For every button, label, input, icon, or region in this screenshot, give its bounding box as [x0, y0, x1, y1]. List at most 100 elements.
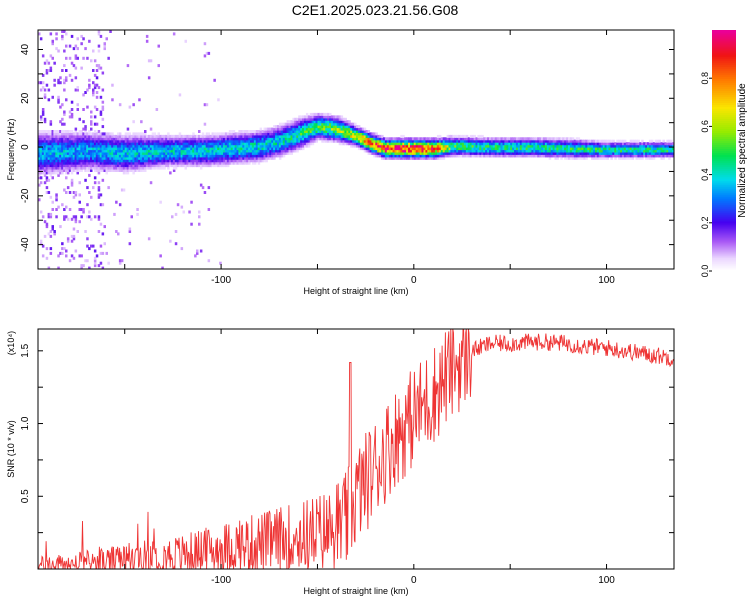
spectrogram-cell — [361, 127, 365, 131]
spectrogram-cell — [255, 130, 259, 133]
spectrogram-cell — [159, 134, 162, 138]
spectrogram-cell — [234, 159, 238, 163]
spectrogram-cell — [74, 215, 78, 219]
spectrogram-cell — [199, 139, 203, 143]
x-tick-label: 0 — [411, 575, 417, 586]
spectrogram-cell — [82, 37, 85, 41]
colorbar-cell — [712, 70, 736, 73]
spectrogram-cell — [248, 161, 251, 165]
spectrogram-cell — [352, 125, 355, 129]
colorbar-cell — [712, 210, 736, 214]
spectrogram-cell — [311, 112, 315, 116]
spectrogram-cell — [446, 154, 450, 158]
spectrogram-cell — [86, 166, 89, 170]
spectrogram-cell — [209, 151, 212, 155]
spectrogram-cell — [142, 166, 145, 170]
spectrogram-cell — [359, 144, 363, 148]
spectrogram-cell — [180, 161, 184, 165]
spectrogram-cell — [332, 132, 336, 136]
spectrogram-cell — [290, 127, 293, 131]
spectrogram-cell — [151, 132, 155, 136]
spectrogram-cell — [348, 132, 351, 136]
spectrogram-cell — [610, 144, 613, 148]
spectrogram-cell — [107, 149, 110, 153]
spectrogram-cell — [483, 149, 486, 153]
spectrogram-cell — [99, 151, 103, 155]
spectrogram-cell — [144, 134, 147, 138]
spectrogram-cell — [136, 159, 139, 163]
spectrogram-cell — [317, 120, 320, 124]
colorbar-cell — [712, 42, 736, 45]
spectrogram-cell — [552, 144, 556, 148]
spectrogram-cell — [406, 154, 409, 158]
spectrogram-cell — [269, 144, 272, 148]
spectrogram-cell — [556, 139, 559, 143]
spectrogram-cell — [267, 130, 270, 133]
spectrogram-cell — [304, 137, 307, 141]
spectrogram-cell — [265, 154, 268, 158]
spectrogram-cell — [194, 161, 197, 165]
spectrogram-cell — [666, 154, 669, 158]
spectrogram-cell — [76, 56, 79, 60]
spectrogram-cell — [45, 132, 49, 136]
spectrogram-cell — [423, 139, 426, 143]
spectrogram-cell — [575, 156, 579, 160]
spectrogram-cell — [627, 156, 631, 160]
spectrogram-cell — [159, 149, 162, 153]
spectrogram-cell — [167, 151, 170, 155]
spectrogram-cell — [184, 144, 187, 148]
spectrogram-cell — [436, 147, 440, 151]
spectrogram-cell — [93, 181, 97, 185]
spectrogram-cell — [213, 159, 216, 163]
spectrogram-cell — [63, 142, 66, 146]
spectrogram-cell — [631, 151, 635, 155]
spectrogram-cell — [66, 132, 70, 136]
spectrogram-cell — [169, 142, 172, 146]
spectrogram-cell — [128, 137, 132, 141]
spectrogram-cell — [290, 130, 293, 133]
spectrogram-cell — [43, 234, 47, 238]
spectrogram-cell — [668, 156, 671, 160]
spectrogram-cell — [490, 144, 494, 148]
spectrogram-cell — [126, 151, 130, 155]
spectrogram-cell — [90, 156, 93, 160]
spectrogram-cell — [38, 137, 41, 141]
spectrogram-cell — [381, 147, 384, 151]
spectrogram-cell — [38, 142, 41, 146]
spectrogram-cell — [261, 130, 265, 133]
spectrogram-cell — [171, 161, 174, 165]
spectrogram-cell — [217, 161, 220, 165]
spectrogram-cell — [568, 156, 571, 160]
spectrogram-cell — [145, 154, 149, 158]
spectrogram-cell — [93, 264, 97, 268]
spectrogram-cell — [450, 139, 453, 143]
spectrogram-cell — [88, 164, 91, 168]
spectrogram-cell — [174, 147, 178, 151]
spectrogram-cell — [57, 100, 60, 104]
spectrogram-cell — [647, 142, 650, 146]
spectrogram-cell — [537, 149, 540, 153]
spectrogram-cell — [325, 132, 328, 136]
spectrogram-cell — [68, 142, 72, 146]
spectrogram-cell — [45, 156, 49, 160]
spectrogram-cell — [550, 154, 554, 158]
spectrogram-cell — [182, 139, 185, 143]
spectrogram-cell — [271, 127, 274, 131]
x-tick-label: 100 — [598, 275, 615, 286]
spectrogram-cell — [61, 154, 64, 158]
spectrogram-cell — [180, 151, 184, 155]
spectrogram-cell — [421, 156, 424, 160]
spectrogram-cell — [373, 147, 376, 151]
spectrogram-cell — [554, 149, 557, 153]
spectrogram-cell — [174, 230, 178, 233]
spectrogram-cell — [38, 81, 41, 85]
spectrogram-cell — [477, 142, 480, 146]
spectrogram-cell — [288, 149, 291, 153]
spectrogram-cell — [419, 144, 423, 148]
spectrogram-cell — [263, 134, 266, 138]
spectrogram-cell — [55, 171, 58, 175]
spectrogram-cell — [130, 161, 133, 165]
spectrogram-cell — [650, 149, 654, 153]
spectrogram-cell — [300, 142, 303, 146]
spectrogram-cell — [423, 149, 426, 153]
